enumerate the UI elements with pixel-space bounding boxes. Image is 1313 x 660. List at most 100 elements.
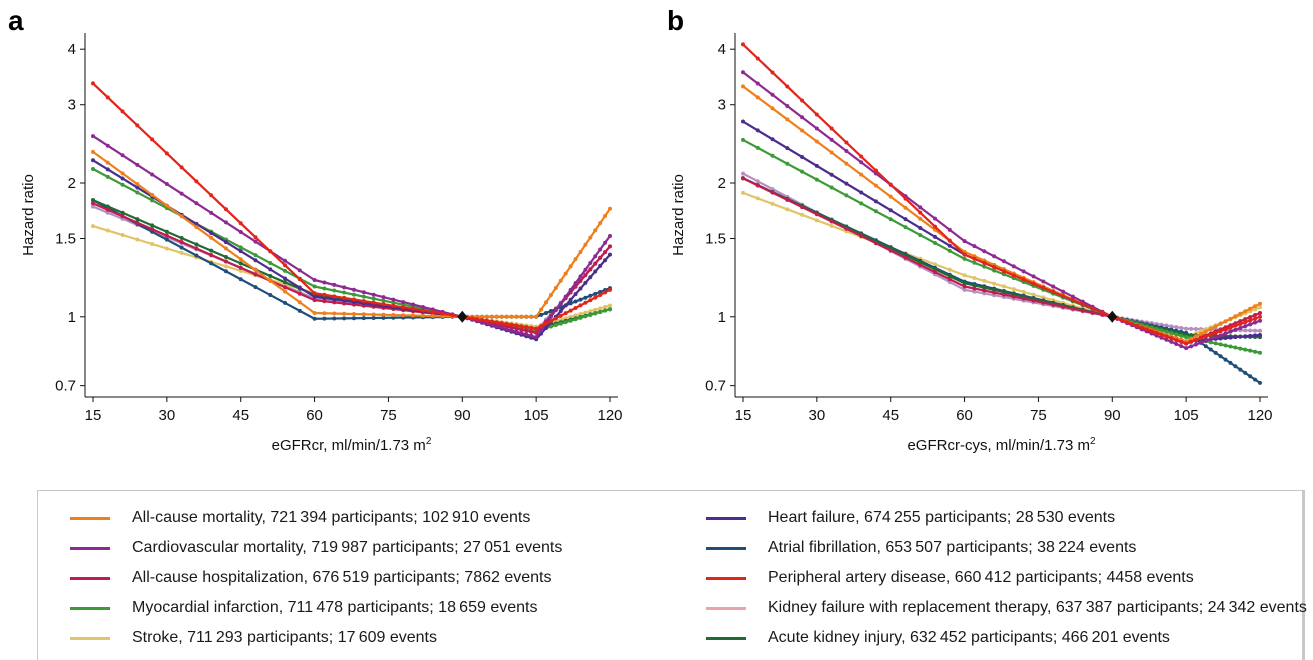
series-point (588, 309, 593, 314)
series-point (1139, 325, 1144, 330)
series-point (1228, 335, 1233, 340)
series-point (1041, 285, 1046, 290)
series-point (504, 326, 509, 331)
series-point (371, 292, 376, 297)
series-line (742, 71, 1261, 350)
series-point (558, 278, 563, 283)
series-point (209, 193, 214, 198)
series-point (947, 280, 952, 285)
series-point (1193, 342, 1198, 347)
series-point (268, 260, 273, 265)
series-point (1061, 294, 1066, 299)
series-point (982, 278, 987, 283)
series-point (563, 320, 568, 325)
series-point (755, 95, 760, 100)
series-point (105, 160, 110, 165)
series-point (573, 313, 578, 318)
series-point (91, 134, 95, 139)
series-point (583, 314, 588, 319)
series-point (933, 216, 938, 221)
series-point (1208, 326, 1213, 331)
series-point (578, 303, 583, 308)
series-point (253, 272, 258, 277)
series-point (1001, 269, 1006, 274)
series-point (489, 322, 494, 327)
series-point (1021, 269, 1026, 274)
series-point (1164, 337, 1169, 342)
legend-swatch (70, 606, 110, 610)
series-point (120, 171, 125, 176)
series-point (933, 262, 938, 267)
series-point (598, 310, 603, 315)
series-point (1258, 350, 1262, 355)
series-point (164, 229, 169, 234)
legend-item-myocardial-infarction: Myocardial infarction, 711 478 participa… (70, 593, 562, 623)
series-point (253, 258, 258, 263)
series-point (873, 168, 878, 173)
panel-label: b (667, 5, 684, 36)
series-point (1061, 304, 1066, 309)
series-point (322, 280, 327, 285)
series-point (785, 117, 790, 122)
series-point (91, 158, 95, 163)
series-point (873, 199, 878, 204)
series-point (918, 225, 923, 230)
series-point (1233, 345, 1238, 350)
series-point (1238, 311, 1243, 316)
series-point (741, 70, 745, 75)
series-point (1238, 326, 1243, 331)
series-point (1100, 310, 1105, 315)
series-point (1243, 324, 1248, 329)
series-point (741, 119, 745, 124)
series-point (283, 276, 288, 281)
series-point (371, 300, 376, 305)
series-point (608, 303, 612, 308)
series-point (814, 163, 819, 168)
series-point (972, 283, 977, 288)
series-point (150, 227, 155, 232)
series-point (1223, 319, 1228, 324)
series-point (1169, 339, 1174, 344)
series-point (209, 230, 214, 235)
series-point (859, 190, 864, 195)
series-point (573, 257, 578, 262)
series-point (543, 325, 548, 330)
series-point (1011, 287, 1016, 292)
series-point (563, 294, 568, 299)
series-point (588, 298, 593, 303)
series-point (1233, 323, 1238, 328)
series-point (1179, 333, 1184, 338)
series-point (223, 264, 228, 269)
series-point (1208, 337, 1213, 342)
series-point (1159, 335, 1164, 340)
series-point (1253, 333, 1258, 338)
series-af (741, 176, 1262, 385)
series-point (91, 198, 95, 203)
series-point (529, 314, 534, 319)
series-point (1164, 334, 1169, 339)
series-point (962, 287, 967, 292)
series-point (135, 123, 140, 128)
series-point (1248, 328, 1253, 333)
series-point (1253, 328, 1258, 333)
series-point (903, 205, 908, 210)
series-point (519, 331, 524, 336)
series-point (332, 316, 337, 321)
series-point (741, 190, 745, 195)
series-point (563, 271, 568, 276)
series-point (593, 295, 598, 300)
series-point (903, 217, 908, 222)
series-point (539, 328, 544, 333)
series-point (150, 198, 155, 203)
series-point (829, 223, 834, 228)
series-point (1070, 298, 1075, 303)
series-point (342, 298, 347, 303)
series-point (322, 292, 327, 297)
y-tick-label: 4 (718, 41, 726, 58)
series-point (164, 203, 169, 208)
series-line (742, 120, 1261, 343)
series-point (972, 244, 977, 249)
series-point (770, 92, 775, 97)
series-point (401, 313, 406, 318)
series-point (371, 312, 376, 317)
